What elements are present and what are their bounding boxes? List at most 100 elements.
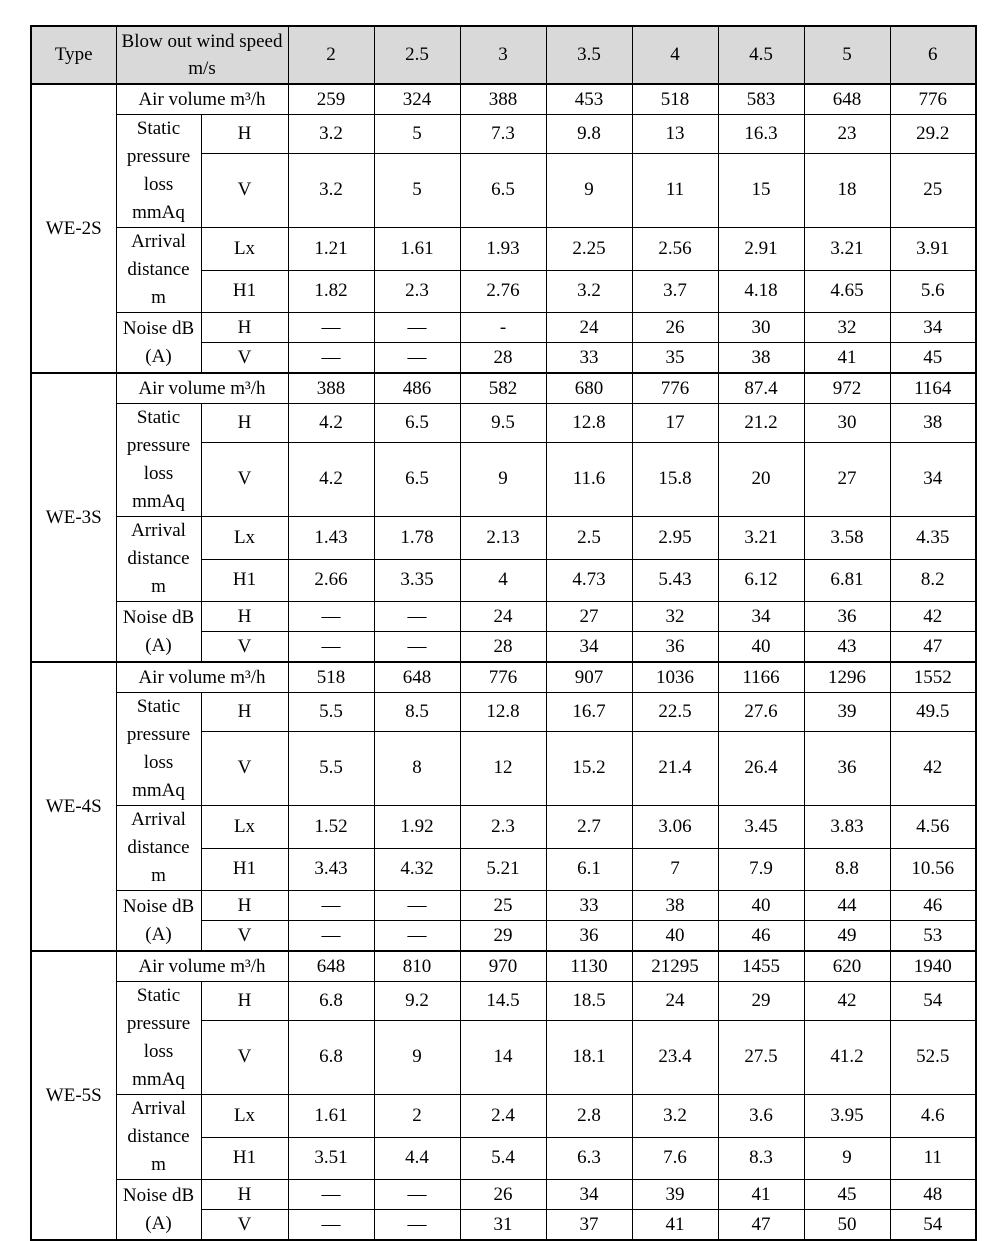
value-cell: 2.13 (459, 516, 547, 560)
value-cell: 15.2 (545, 730, 633, 807)
type-cell: WE-3S (30, 372, 117, 663)
value-cell: — (373, 631, 461, 663)
value-cell: 6.8 (287, 981, 375, 1021)
value-cell: 2.3 (373, 269, 461, 313)
group-label-line: distance m (127, 259, 190, 308)
group-label-line: (A) (145, 923, 172, 945)
value-cell: 2.3 (459, 805, 547, 849)
value-cell: 9.8 (545, 114, 633, 154)
value-cell: 40 (717, 890, 805, 921)
header-speed-value: 4 (631, 25, 719, 85)
value-cell: — (373, 890, 461, 921)
value-cell: 37 (545, 1209, 633, 1241)
value-cell: 2.95 (631, 516, 719, 560)
header-speed-value: 3.5 (545, 25, 633, 85)
value-cell: 3.35 (373, 558, 461, 602)
value-cell: 6.5 (459, 152, 547, 229)
sub-label: V (200, 152, 289, 229)
group-label-line: pressure (126, 435, 191, 456)
header-speed-value: 5 (803, 25, 891, 85)
value-cell: 6.1 (545, 847, 633, 891)
row-label: Air volume m³/h (115, 372, 289, 404)
value-cell: 7 (631, 847, 719, 891)
sub-label: H (200, 1179, 289, 1210)
value-cell: 30 (803, 403, 891, 443)
group-label-line: Arrival (131, 231, 186, 252)
group-label-line: (A) (145, 634, 172, 656)
value-cell: 12 (459, 730, 547, 807)
group-label: Noise dB (A) (115, 1179, 202, 1241)
value-cell: 4.2 (287, 441, 375, 518)
group-label-line: distance m (127, 548, 190, 597)
value-cell: 16.3 (717, 114, 805, 154)
value-cell: 2.25 (545, 227, 633, 271)
value-cell: 41 (717, 1179, 805, 1210)
value-cell: 42 (803, 981, 891, 1021)
value-cell: 9.2 (373, 981, 461, 1021)
value-cell: 54 (889, 981, 977, 1021)
group-label-line: loss mmAq (132, 752, 185, 801)
group-label-line: Arrival (131, 809, 186, 830)
value-cell: 34 (889, 441, 977, 518)
sub-label: H (200, 114, 289, 154)
value-cell: 23 (803, 114, 891, 154)
header-speed-value: 3 (459, 25, 547, 85)
value-cell: 648 (373, 661, 461, 693)
value-cell: 11 (631, 152, 719, 229)
value-cell: 13 (631, 114, 719, 154)
sub-label: H1 (200, 847, 289, 891)
value-cell: 27.5 (717, 1019, 805, 1096)
group-label: Arrival distance m (115, 227, 202, 313)
value-cell: 9 (373, 1019, 461, 1096)
value-cell: 453 (545, 83, 633, 115)
value-cell: 43 (803, 631, 891, 663)
value-cell: — (287, 920, 375, 952)
value-cell: 36 (545, 920, 633, 952)
sub-label: V (200, 441, 289, 518)
value-cell: 3.2 (631, 1094, 719, 1138)
value-cell: 29 (717, 981, 805, 1021)
value-cell: 3.91 (889, 227, 977, 271)
value-cell: 1166 (717, 661, 805, 693)
sub-label: V (200, 1019, 289, 1096)
value-cell: 3.2 (287, 114, 375, 154)
value-cell: 5.43 (631, 558, 719, 602)
value-cell: 1.93 (459, 227, 547, 271)
group-label-line: (A) (145, 1212, 172, 1234)
value-cell: 2.4 (459, 1094, 547, 1138)
value-cell: 8.8 (803, 847, 891, 891)
sub-label: Lx (200, 805, 289, 849)
value-cell: 776 (631, 372, 719, 404)
value-cell: 6.5 (373, 403, 461, 443)
value-cell: 2.76 (459, 269, 547, 313)
value-cell: 42 (889, 730, 977, 807)
value-cell: 26 (459, 1179, 547, 1210)
value-cell: 11 (889, 1136, 977, 1180)
value-cell: 24 (545, 312, 633, 343)
value-cell: 1552 (889, 661, 977, 693)
header-speed-value: 6 (889, 25, 977, 85)
value-cell: 48 (889, 1179, 977, 1210)
value-cell: 45 (803, 1179, 891, 1210)
value-cell: 3.7 (631, 269, 719, 313)
value-cell: — (373, 1209, 461, 1241)
value-cell: 18.5 (545, 981, 633, 1021)
value-cell: — (287, 890, 375, 921)
value-cell: 3.21 (717, 516, 805, 560)
value-cell: 3.83 (803, 805, 891, 849)
sub-label: H (200, 312, 289, 343)
value-cell: 40 (717, 631, 805, 663)
value-cell: 41.2 (803, 1019, 891, 1096)
table-body: WE-2S Air volume m³/h 259 324 388 453 518 583 64… (30, 83, 977, 1241)
value-cell: 3.58 (803, 516, 891, 560)
sub-label: V (200, 342, 289, 374)
value-cell: 486 (373, 372, 461, 404)
value-cell: 16.7 (545, 692, 633, 732)
value-cell: 1940 (889, 950, 977, 982)
value-cell: 1130 (545, 950, 633, 982)
value-cell: 29 (459, 920, 547, 952)
type-cell: WE-4S (30, 661, 117, 952)
value-cell: 5.21 (459, 847, 547, 891)
value-cell: 4.2 (287, 403, 375, 443)
value-cell: 3.21 (803, 227, 891, 271)
